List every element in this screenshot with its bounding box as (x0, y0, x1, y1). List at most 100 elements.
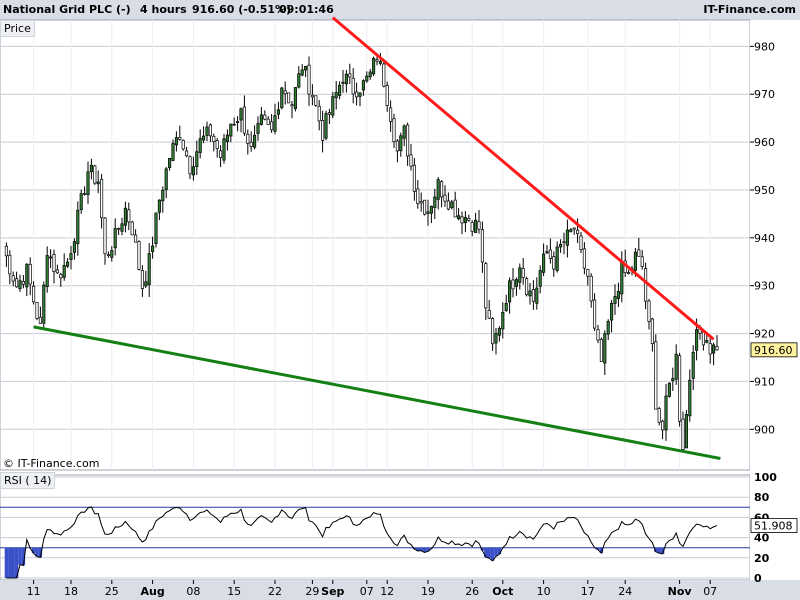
support-trendline (33, 325, 721, 460)
time-tick-label: 29 (305, 585, 319, 598)
candle-body (399, 135, 403, 152)
candle-body (191, 166, 195, 176)
time-tick-label: 12 (380, 585, 394, 598)
candle-body (712, 344, 716, 354)
candle-body (154, 212, 158, 244)
candle-body (137, 241, 141, 270)
candle-body (232, 123, 236, 126)
candle-body (195, 151, 199, 167)
candle-body (89, 164, 93, 173)
candle-body (480, 229, 484, 263)
value-axis-background (750, 20, 800, 580)
time-tick-label: Aug (140, 585, 164, 598)
candle-body (280, 87, 284, 109)
time-tick-label: 26 (465, 585, 479, 598)
candle-body (134, 234, 138, 243)
candle-body (171, 143, 175, 161)
candle-body (341, 81, 345, 84)
candle-body (402, 125, 406, 139)
time-tick-label: 18 (64, 585, 78, 598)
candle-body (93, 165, 97, 184)
rsi-tick-label: 80 (754, 491, 770, 504)
candle-body (202, 135, 206, 141)
timeframe-label[interactable]: 4 hours (140, 3, 187, 16)
candle-body (460, 216, 464, 224)
candle-body (678, 355, 682, 422)
time-tick-label: 10 (537, 585, 551, 598)
candle-body (52, 254, 56, 272)
candle-body (229, 123, 233, 137)
candle-body (695, 329, 699, 351)
candle-body (599, 338, 603, 362)
candle-body (664, 395, 668, 431)
candle-body (457, 215, 461, 220)
candle-body (259, 114, 263, 125)
candle-body (674, 353, 678, 380)
candle-body (314, 95, 318, 106)
candle-body (497, 328, 501, 336)
candle-body (565, 229, 569, 246)
candle-body (494, 332, 498, 344)
last-price-tag (750, 342, 798, 358)
candle-body (406, 124, 410, 157)
candle-body (715, 346, 719, 351)
candle-body (55, 269, 59, 274)
candle-body (535, 287, 539, 304)
candle-body (42, 284, 46, 324)
rsi-value-tag-text: 51.908 (754, 520, 793, 533)
candle-body (531, 289, 535, 302)
time-tick-label: Oct (492, 585, 513, 598)
price-tick-label: 950 (754, 184, 775, 197)
candle-body (429, 205, 433, 214)
candle-body (222, 138, 226, 161)
candle-body (470, 222, 474, 232)
resistance-trendline (331, 16, 715, 341)
candle-body (589, 275, 593, 302)
time-tick-label: 19 (421, 585, 435, 598)
price-tick-label: 930 (754, 280, 775, 293)
candle-body (586, 269, 590, 277)
candle-body (45, 255, 49, 287)
candle-body (620, 261, 624, 295)
candle-body (273, 115, 277, 132)
candle-body (579, 235, 583, 250)
candle-body (667, 382, 671, 397)
candle-body (324, 113, 328, 139)
candle-body (236, 121, 240, 123)
candle-body (86, 171, 90, 195)
candle-body (338, 84, 342, 96)
candle-body (582, 248, 586, 269)
candle-body (49, 256, 53, 259)
candle-body (389, 107, 393, 122)
time-tick-label: 11 (27, 585, 41, 598)
price-plot-area (0, 19, 751, 471)
candle-body (164, 168, 168, 191)
candle-body (521, 268, 525, 278)
candle-body (606, 321, 610, 335)
candle-body (174, 137, 178, 146)
candle-body (365, 75, 369, 82)
candle-body (504, 303, 508, 311)
candle-body (661, 420, 665, 431)
candle-body (317, 105, 321, 122)
chart-header: National Grid PLC (-) 4 hours 916.60 (-0… (0, 0, 800, 21)
rsi-tick-label: 20 (754, 552, 770, 565)
candle-body (147, 253, 151, 285)
candle-body (307, 64, 311, 95)
candle-body (283, 90, 287, 95)
candle-body (378, 61, 382, 64)
candle-body (654, 341, 658, 410)
candle-body (72, 241, 76, 253)
last-price-change: 916.60 (-0.51%) (192, 3, 292, 16)
timestamp: 09:01:46 (279, 3, 334, 16)
candle-body (518, 267, 522, 283)
candle-body (593, 299, 597, 329)
candle-body (351, 77, 355, 95)
candle-body (96, 181, 100, 185)
candle-body (110, 250, 114, 258)
candle-body (392, 118, 396, 143)
price-panel-label: Price (0, 20, 35, 37)
candle-body (684, 414, 688, 449)
candle-body (487, 309, 491, 319)
